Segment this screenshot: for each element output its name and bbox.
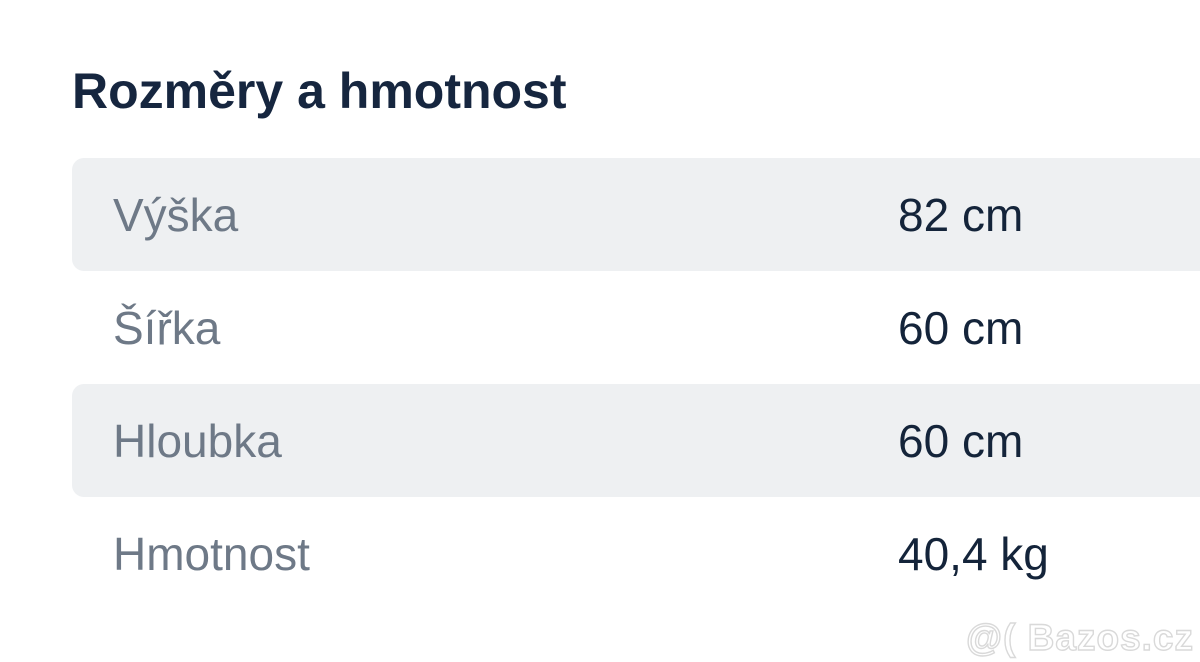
table-row-height: Výška 82 cm (72, 158, 1200, 271)
spec-table: Výška 82 cm Šířka 60 cm Hloubka 60 cm Hm… (72, 158, 1200, 610)
spec-label-depth: Hloubka (113, 414, 282, 467)
spec-value-height: 82 cm (898, 188, 1024, 241)
spec-label-height: Výška (113, 188, 239, 241)
spec-value-weight: 40,4 kg (898, 527, 1049, 580)
bazos-watermark: @( Bazos.cz (965, 617, 1194, 658)
spec-label-weight: Hmotnost (113, 527, 310, 580)
spec-value-depth: 60 cm (898, 414, 1024, 467)
section-title: Rozměry a hmotnost (72, 63, 567, 119)
table-row-weight: Hmotnost 40,4 kg (72, 497, 1200, 610)
spec-label-width: Šířka (113, 301, 221, 354)
table-row-depth: Hloubka 60 cm (72, 384, 1200, 497)
spec-value-width: 60 cm (898, 301, 1024, 354)
table-row-width: Šířka 60 cm (72, 271, 1200, 384)
